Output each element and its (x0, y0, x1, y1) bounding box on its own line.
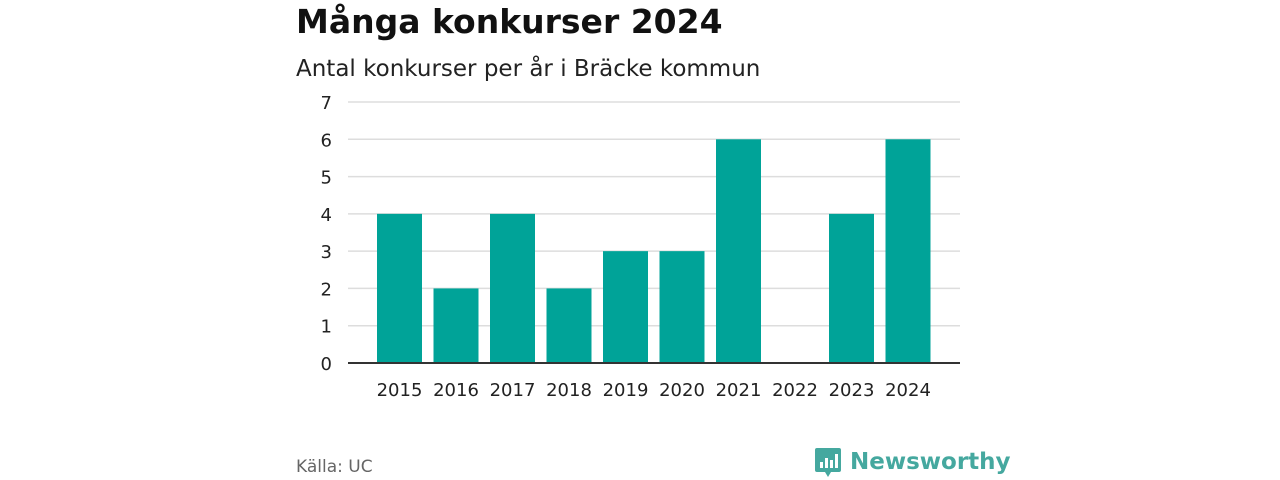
x-axis-ticks: 2015 2016 2017 2018 2019 2020 2021 2022 2023 2024 (377, 380, 931, 401)
y-tick-label: 1 (321, 317, 332, 338)
x-tick-label: 2018 (546, 380, 592, 401)
bar (546, 288, 592, 363)
newsworthy-logo: Newsworthy (814, 446, 1011, 478)
y-tick-label: 4 (321, 205, 332, 226)
x-tick-label: 2020 (659, 380, 705, 401)
x-tick-label: 2024 (885, 380, 931, 401)
x-tick-label: 2022 (772, 380, 818, 401)
y-tick-label: 2 (321, 279, 332, 300)
x-tick-label: 2019 (603, 380, 649, 401)
bar (377, 213, 422, 363)
bar-chart: 0 1 2 3 4 5 6 7 2015 2016 2017 2018 2019 2020 2021 202… (321, 93, 960, 401)
x-tick-label: 2021 (716, 380, 762, 401)
y-tick-label: 7 (321, 93, 332, 114)
y-tick-label: 5 (321, 168, 332, 189)
brand-name: Newsworthy (850, 449, 1011, 475)
y-tick-label: 0 (321, 354, 332, 375)
y-tick-label: 6 (321, 130, 332, 151)
y-tick-label: 3 (321, 242, 332, 263)
source-note: Källa: UC (296, 457, 373, 477)
bars (377, 139, 931, 363)
x-tick-label: 2015 (377, 380, 423, 401)
y-axis-ticks: 0 1 2 3 4 5 6 7 (321, 93, 332, 375)
x-tick-label: 2023 (829, 380, 875, 401)
chart-subtitle: Antal konkurser per år i Bräcke kommun (296, 56, 761, 82)
x-tick-label: 2016 (433, 380, 479, 401)
chart-title: Många konkurser 2024 (296, 2, 723, 41)
bar (885, 139, 931, 363)
x-tick-label: 2017 (490, 380, 536, 401)
bar (659, 251, 705, 363)
bar-chart-logo-icon (815, 448, 841, 477)
bar (603, 251, 648, 363)
bar (433, 288, 479, 363)
bar (829, 213, 874, 363)
bar (490, 213, 535, 363)
bar (716, 139, 761, 363)
